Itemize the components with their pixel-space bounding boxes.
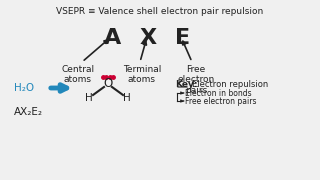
Text: X: X: [140, 28, 156, 48]
Text: Terminal
atoms: Terminal atoms: [123, 65, 161, 84]
Text: Central
atoms: Central atoms: [61, 65, 95, 84]
Text: Key:: Key:: [175, 80, 197, 89]
Text: H: H: [85, 93, 93, 103]
Text: Free
electron
pairs: Free electron pairs: [177, 65, 215, 95]
Text: H: H: [123, 93, 131, 103]
Text: O: O: [103, 76, 113, 89]
Text: A: A: [104, 28, 122, 48]
Text: Free electron pairs: Free electron pairs: [185, 96, 257, 105]
Text: Electron repulsion: Electron repulsion: [192, 80, 268, 89]
Text: E: E: [175, 28, 191, 48]
Text: VSEPR ≡ Valence shell electron pair repulsion: VSEPR ≡ Valence shell electron pair repu…: [56, 7, 264, 16]
Text: AX₂E₂: AX₂E₂: [14, 107, 43, 117]
Text: H₂O: H₂O: [14, 83, 34, 93]
Text: Electron in bonds: Electron in bonds: [185, 89, 252, 98]
